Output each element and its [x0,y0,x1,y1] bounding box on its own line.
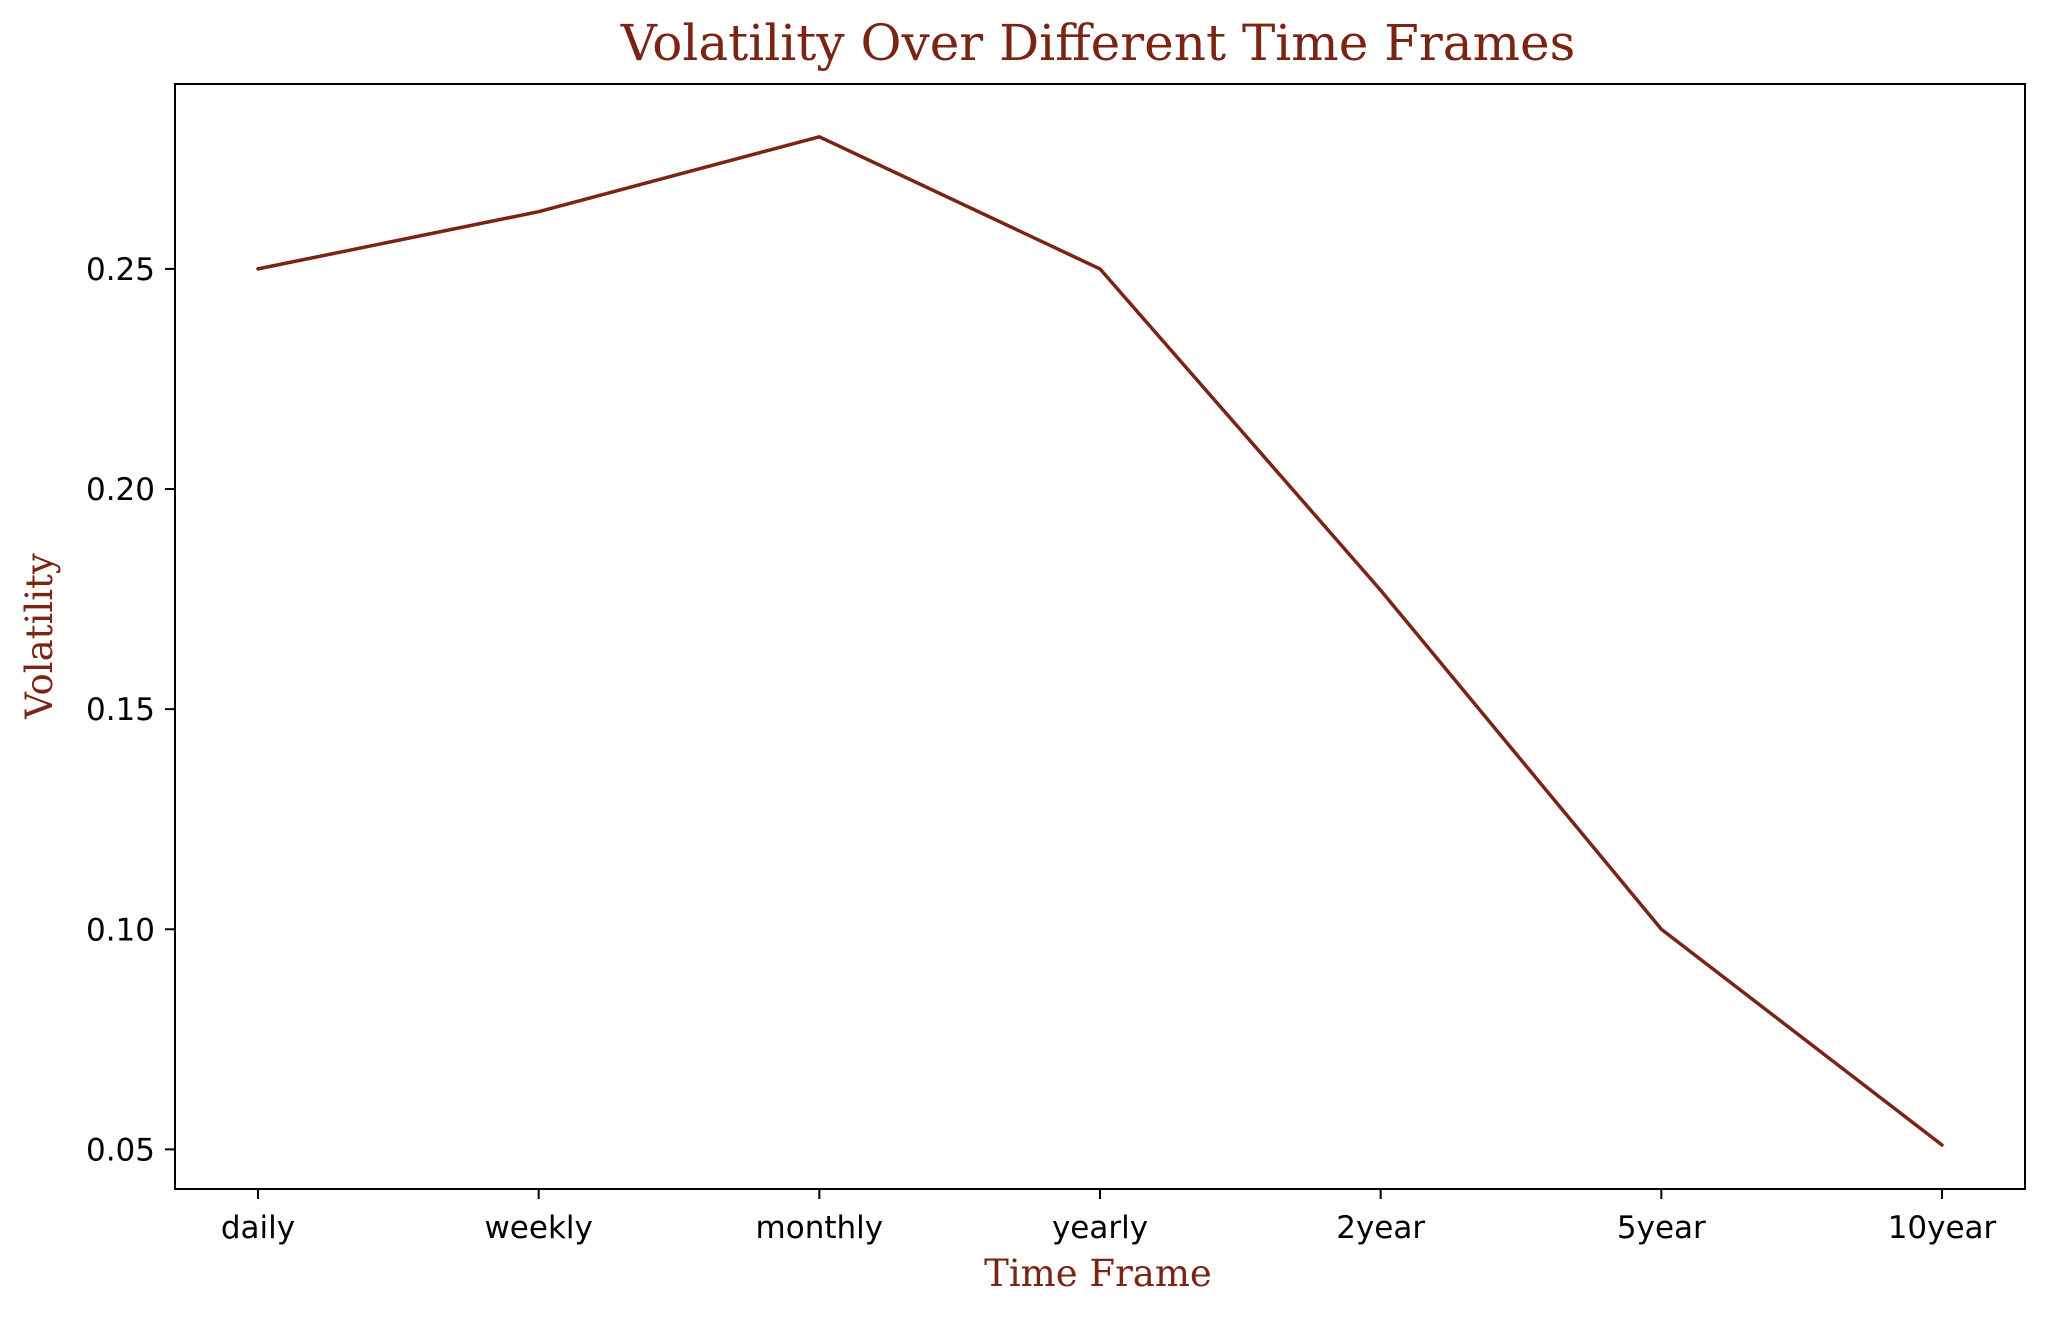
y-axis-label: Volatility [18,553,61,720]
x-tick-label-2year: 2year [1336,1210,1425,1246]
y-tick-label-1: 0.10 [86,912,155,948]
data-point-daily [256,267,260,271]
y-tick-label-0: 0.05 [86,1132,155,1168]
x-tick-label-5year: 5year [1617,1210,1706,1246]
x-axis-ticks: daily weekly monthly yearly 2year 5year 10year [221,1189,1997,1246]
x-tick-label-daily: daily [221,1210,295,1246]
data-point-monthly [817,135,821,139]
x-tick-label-10year: 10year [1888,1210,1997,1246]
data-point-2year [1379,588,1383,592]
data-point-10year [1940,1143,1944,1147]
data-point-yearly [1098,267,1102,271]
y-tick-label-3: 0.20 [86,472,155,508]
data-point-5year [1659,927,1663,931]
y-axis-ticks: 0.05 0.10 0.15 0.20 0.25 [86,252,175,1168]
x-tick-label-monthly: monthly [756,1210,884,1246]
data-points [256,135,1944,1147]
x-tick-label-weekly: weekly [484,1210,592,1246]
y-tick-label-4: 0.25 [86,252,155,288]
x-axis-label: Time Frame [984,1252,1212,1295]
series-line [256,135,1944,1147]
data-point-weekly [537,210,541,214]
x-tick-label-yearly: yearly [1052,1210,1148,1246]
chart-title: Volatility Over Different Time Frames [620,14,1576,72]
y-tick-label-2: 0.15 [86,692,155,728]
plot-area-frame [174,83,2026,1190]
